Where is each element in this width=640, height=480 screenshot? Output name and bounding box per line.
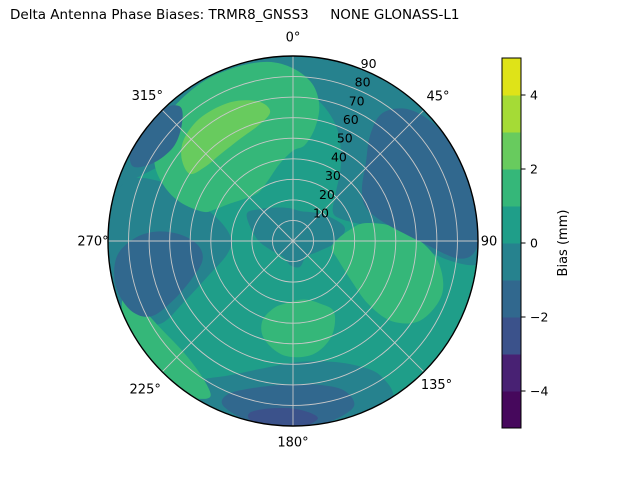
- grid-spoke: [292, 109, 425, 242]
- contour-region: [361, 108, 478, 259]
- angle-tick-label: 90: [481, 235, 498, 250]
- colorbar-tick-label: −4: [530, 384, 548, 399]
- radial-tick-labels: 10 20 30 40 50 60 70 80 90: [313, 56, 377, 221]
- colorbar-band: [502, 206, 521, 244]
- angle-tick-label: 0°: [286, 31, 301, 46]
- grid-spoke: [292, 240, 425, 373]
- colorbar-band: [502, 58, 521, 96]
- angle-tick-label: 135°: [421, 378, 452, 393]
- colorbar-tick-label: −2: [530, 310, 548, 325]
- contour-region: [114, 231, 203, 317]
- radial-tick-label: 40: [331, 149, 347, 164]
- radial-tick-label: 90: [361, 56, 377, 71]
- contour-region: [246, 207, 346, 268]
- colorbar-tick-label: 2: [530, 162, 538, 177]
- contour-region: [129, 105, 183, 168]
- colorbar-band: [502, 280, 521, 318]
- colorbar-band: [502, 243, 521, 281]
- angle-tick-label: 315°: [132, 89, 163, 104]
- colorbar-band: [502, 132, 521, 170]
- angle-tick-label: 180°: [277, 436, 308, 451]
- radial-tick-label: 10: [313, 206, 329, 221]
- grid-spoke: [161, 109, 294, 242]
- radial-tick-label: 60: [343, 112, 359, 127]
- angle-tick-label: 45°: [426, 90, 449, 105]
- colorbar-axis-label: Bias (mm): [556, 210, 571, 277]
- angle-tick-label: 270°: [77, 235, 108, 250]
- colorbar-tick-label: 0: [530, 236, 538, 251]
- colorbar-band: [502, 317, 521, 355]
- radial-tick-label: 20: [319, 187, 335, 202]
- colorbar-band: [502, 169, 521, 207]
- colorbar: 4 2 0 −2 −4: [501, 57, 548, 429]
- radial-tick-label: 80: [355, 75, 371, 90]
- colorbar-band: [502, 95, 521, 133]
- contour-region: [331, 222, 444, 324]
- contour-region: [121, 295, 211, 399]
- radial-tick-label: 50: [337, 131, 353, 146]
- angle-tick-label: 225°: [130, 382, 161, 397]
- polar-spine: [107, 55, 479, 427]
- colorbar-tick-label: 4: [530, 88, 538, 103]
- chart-title: Delta Antenna Phase Biases: TRMR8_GNSS3 …: [10, 7, 460, 23]
- radial-tick-label: 30: [325, 168, 341, 183]
- colorbar-band: [502, 354, 521, 392]
- polar-grid: [108, 56, 478, 426]
- colorbar-band: [502, 391, 521, 429]
- grid-spoke: [161, 240, 294, 373]
- angle-tick-labels: 0° 45° 90 135° 180° 225° 270° 315°: [77, 31, 497, 451]
- radial-tick-label: 70: [349, 93, 365, 108]
